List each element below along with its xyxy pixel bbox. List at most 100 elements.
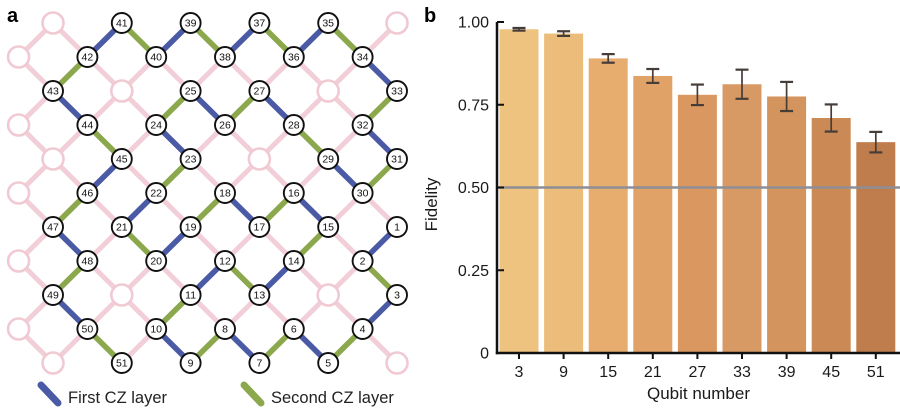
qubit-node-22: 22 — [145, 182, 168, 204]
x-tick-label-39: 39 — [778, 364, 796, 381]
qubit-circle-42 — [76, 46, 99, 68]
qubit-circle-35 — [317, 12, 340, 34]
qubit-circle-34 — [351, 46, 374, 68]
qubit-circle-25 — [179, 80, 202, 102]
qubit-node-6: 6 — [282, 318, 305, 340]
qubit-circle-30 — [351, 182, 374, 204]
qubit-circle-48 — [76, 250, 99, 272]
qubit-node-31: 31 — [386, 148, 408, 170]
qubit-node-28: 28 — [282, 114, 305, 136]
qubit-node-49: 49 — [42, 284, 64, 306]
second-cz-legend-label: Second CZ layer — [271, 389, 394, 407]
qubit-number-8: 8 — [222, 324, 228, 336]
qubit-number-37: 37 — [254, 18, 266, 30]
qubit-circle-50 — [76, 318, 99, 340]
qubit-circle-26 — [214, 114, 236, 136]
y-axis-title: Fidelity — [422, 177, 441, 231]
qubit-circle-4 — [351, 318, 374, 340]
qubit-node-43: 43 — [42, 80, 64, 102]
x-axis-ticks: 3 9 15 21 27 33 39 45 51 — [515, 354, 885, 381]
y-tick-label-1.00: 1.00 — [458, 15, 489, 32]
idle-lattice-edges — [16, 21, 399, 365]
qubit-node-50: 50 — [76, 318, 99, 340]
qubit-circle-3 — [386, 284, 408, 306]
x-tick-label-51: 51 — [867, 364, 885, 381]
qubit-node-8: 8 — [214, 318, 236, 340]
qubit-node-10: 10 — [145, 318, 168, 340]
qubit-number-41: 41 — [116, 18, 128, 30]
qubit-circle-23 — [179, 148, 202, 170]
qubit-node-16: 16 — [282, 182, 305, 204]
qubit-number-21: 21 — [116, 222, 128, 234]
qubit-circle-21 — [110, 216, 133, 238]
qubit-circle-37 — [248, 12, 271, 34]
qubit-circle-2 — [351, 250, 374, 272]
qubit-number-24: 24 — [150, 120, 162, 132]
qubit-number-16: 16 — [288, 188, 300, 200]
fidelity-bars — [499, 29, 896, 354]
qubit-node-42: 42 — [76, 46, 99, 68]
x-axis-title: Qubit number — [647, 384, 750, 403]
qubit-node-27: 27 — [248, 80, 271, 102]
qubit-number-12: 12 — [219, 256, 231, 268]
qubit-circle-17 — [248, 216, 271, 238]
qubit-node-24: 24 — [145, 114, 168, 136]
qubit-node-12: 12 — [214, 250, 236, 272]
qubit-node-25: 25 — [179, 80, 202, 102]
qubit-circle-10 — [145, 318, 168, 340]
x-tick-label-15: 15 — [599, 364, 617, 381]
qubit-number-40: 40 — [150, 52, 162, 64]
qubit-circle-43 — [42, 80, 64, 102]
y-tick-label-0.75: 0.75 — [458, 97, 489, 114]
qubit-number-17: 17 — [254, 222, 266, 234]
idle-qubit-site — [41, 351, 65, 375]
idle-lattice-sites — [6, 11, 409, 375]
qubit-lattice-diagram: 1234567891011121314151617181920212223242… — [6, 11, 409, 407]
qubit-node-21: 21 — [110, 216, 133, 238]
qubit-number-14: 14 — [288, 256, 300, 268]
qubit-circle-18 — [214, 182, 236, 204]
qubit-node-11: 11 — [179, 284, 202, 306]
qubit-node-5: 5 — [317, 352, 340, 374]
error-bar-3 — [512, 26, 526, 32]
fidelity-bar-39 — [767, 96, 807, 353]
qubit-circle-49 — [42, 284, 64, 306]
qubit-number-18: 18 — [219, 188, 231, 200]
qubit-number-49: 49 — [47, 290, 59, 302]
idle-qubit-site — [6, 45, 31, 69]
qubit-circle-41 — [110, 12, 133, 34]
error-bar-27 — [690, 83, 704, 107]
qubit-node-37: 37 — [248, 12, 271, 34]
idle-qubit-site — [6, 249, 31, 273]
qubit-circle-38 — [214, 46, 236, 68]
qubit-node-14: 14 — [282, 250, 305, 272]
idle-qubit-site — [110, 79, 134, 103]
qubit-number-39: 39 — [185, 18, 197, 30]
error-bar-39 — [780, 80, 794, 113]
qubit-node-39: 39 — [179, 12, 202, 34]
qubit-node-4: 4 — [351, 318, 374, 340]
qubit-node-29: 29 — [317, 148, 340, 170]
first-cz-legend-label: First CZ layer — [68, 389, 168, 407]
qubit-number-20: 20 — [150, 256, 162, 268]
qubit-circle-31 — [386, 148, 408, 170]
second-cz-legend-swatch — [240, 381, 265, 407]
idle-qubit-site — [385, 351, 409, 375]
qubit-node-17: 17 — [248, 216, 271, 238]
qubit-circle-36 — [282, 46, 305, 68]
qubit-circle-29 — [317, 148, 340, 170]
panel-b-label: b — [424, 5, 437, 27]
qubit-number-10: 10 — [150, 324, 162, 336]
fidelity-bar-15 — [588, 58, 628, 353]
qubit-circle-9 — [179, 352, 202, 374]
x-tick-label-9: 9 — [559, 364, 568, 381]
panel-a-label: a — [7, 5, 19, 27]
idle-qubit-site — [41, 147, 65, 171]
qubit-node-51: 51 — [110, 352, 133, 374]
qubit-number-15: 15 — [322, 222, 334, 234]
qubit-number-46: 46 — [82, 188, 94, 200]
qubit-node-9: 9 — [179, 352, 202, 374]
qubit-number-43: 43 — [47, 86, 59, 98]
qubit-node-45: 45 — [110, 148, 133, 170]
